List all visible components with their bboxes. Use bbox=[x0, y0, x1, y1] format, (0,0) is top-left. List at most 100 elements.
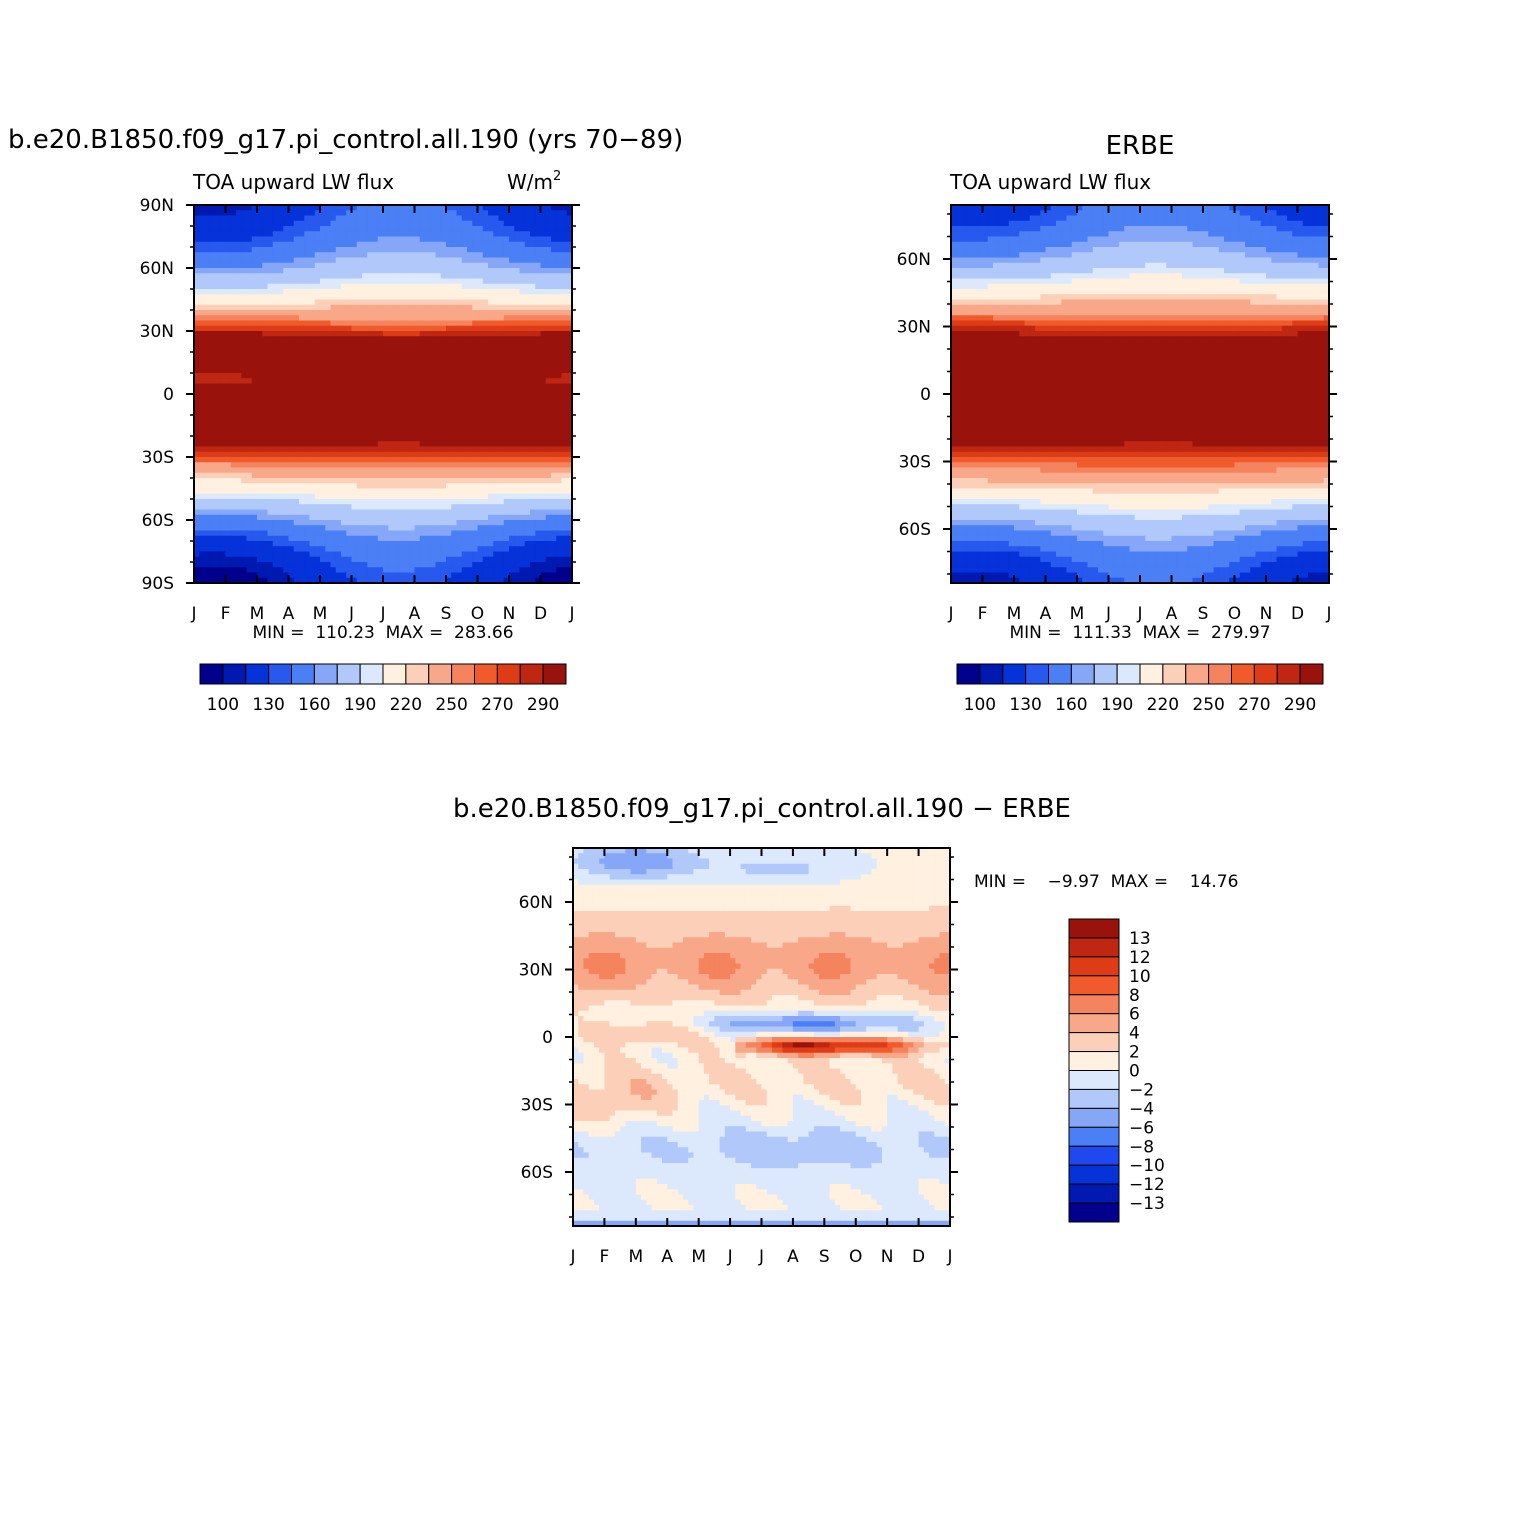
contour-cell bbox=[367, 362, 374, 369]
contour-cell bbox=[314, 241, 321, 248]
contour-cell bbox=[299, 546, 305, 553]
contour-cell bbox=[194, 378, 200, 385]
contour-cell bbox=[278, 562, 284, 568]
contour-cell bbox=[225, 446, 232, 453]
contour-cell bbox=[472, 562, 479, 568]
contour-cell bbox=[257, 541, 263, 547]
contour-cell bbox=[419, 541, 426, 547]
contour-cell bbox=[398, 373, 405, 379]
contour-cell bbox=[320, 493, 326, 500]
contour-cell bbox=[446, 273, 452, 280]
contour-cell bbox=[456, 325, 463, 332]
contour-cell bbox=[393, 499, 400, 505]
contour-cell bbox=[283, 378, 290, 385]
contour-cell bbox=[467, 399, 473, 406]
contour-cell bbox=[362, 289, 368, 295]
contour-cell bbox=[304, 562, 311, 568]
contour-cell bbox=[451, 289, 458, 295]
contour-cell bbox=[456, 268, 463, 274]
contour-cell bbox=[561, 436, 568, 442]
contour-cell bbox=[199, 483, 206, 490]
contour-cell bbox=[419, 446, 426, 453]
contour-cell bbox=[514, 226, 521, 232]
contour-cell bbox=[372, 472, 379, 479]
contour-cell bbox=[482, 252, 489, 259]
contour-cell bbox=[514, 488, 521, 495]
contour-cell bbox=[356, 325, 363, 332]
contour-cell bbox=[194, 336, 200, 343]
contour-cell bbox=[251, 273, 258, 280]
contour-cell bbox=[467, 373, 473, 379]
contour-cell bbox=[199, 241, 206, 248]
contour-cell bbox=[482, 436, 489, 442]
contour-cell bbox=[414, 472, 421, 479]
contour-cell bbox=[383, 215, 389, 222]
contour-cell bbox=[314, 530, 321, 537]
contour-cell bbox=[435, 320, 442, 327]
contour-cell bbox=[236, 383, 242, 390]
contour-cell bbox=[556, 493, 563, 500]
contour-cell bbox=[404, 283, 410, 290]
contour-cell bbox=[341, 383, 347, 390]
contour-cell bbox=[288, 420, 295, 427]
contour-cell bbox=[299, 446, 305, 453]
contour-cell bbox=[383, 241, 389, 248]
contour-cell bbox=[545, 467, 552, 474]
contour-cell bbox=[540, 362, 547, 369]
contour-cell bbox=[278, 341, 284, 348]
contour-cell bbox=[509, 215, 515, 222]
contour-cell bbox=[419, 520, 426, 526]
contour-cell bbox=[488, 247, 494, 253]
contour-cell bbox=[272, 478, 279, 484]
contour-cell bbox=[566, 278, 573, 285]
contour-cell bbox=[419, 299, 426, 306]
contour-cell bbox=[288, 331, 295, 337]
contour-cell bbox=[566, 509, 573, 516]
contour-cell bbox=[309, 268, 316, 274]
contour-cell bbox=[309, 325, 316, 332]
contour-cell bbox=[545, 504, 552, 511]
contour-cell bbox=[251, 415, 258, 421]
contour-cell bbox=[377, 520, 384, 526]
contour-cell bbox=[335, 462, 342, 469]
contour-cell bbox=[388, 273, 395, 280]
contour-cell bbox=[530, 462, 536, 469]
contour-cell bbox=[524, 315, 531, 322]
contour-cell bbox=[556, 320, 563, 327]
contour-cell bbox=[309, 535, 316, 542]
contour-cell bbox=[404, 409, 410, 416]
contour-cell bbox=[509, 257, 515, 264]
contour-cell bbox=[545, 304, 552, 311]
contour-cell bbox=[225, 478, 232, 484]
contour-cell bbox=[320, 520, 326, 526]
contour-cell bbox=[194, 262, 200, 269]
contour-cell bbox=[446, 336, 452, 343]
contour-cell bbox=[419, 341, 426, 348]
contour-cell bbox=[519, 378, 526, 385]
contour-cell bbox=[257, 420, 263, 427]
contour-cell bbox=[488, 304, 494, 311]
contour-cell bbox=[314, 472, 321, 479]
contour-cell bbox=[372, 420, 379, 427]
contour-cell bbox=[267, 514, 274, 521]
contour-cell bbox=[215, 457, 221, 463]
contour-cell bbox=[278, 446, 284, 453]
contour-cell bbox=[477, 247, 484, 253]
contour-cell bbox=[335, 493, 342, 500]
contour-cell bbox=[262, 467, 269, 474]
contour-cell bbox=[419, 362, 426, 369]
contour-cell bbox=[446, 514, 452, 521]
contour-cell bbox=[509, 436, 515, 442]
contour-cell bbox=[330, 262, 337, 269]
contour-cell bbox=[556, 535, 563, 542]
contour-cell bbox=[251, 268, 258, 274]
contour-cell bbox=[430, 262, 437, 269]
contour-cell bbox=[283, 373, 290, 379]
contour-cell bbox=[246, 567, 253, 574]
contour-cell bbox=[367, 483, 374, 490]
contour-cell bbox=[388, 373, 395, 379]
contour-cell bbox=[314, 331, 321, 337]
contour-cell bbox=[509, 509, 515, 516]
contour-cell bbox=[346, 289, 353, 295]
contour-cell bbox=[482, 352, 489, 358]
